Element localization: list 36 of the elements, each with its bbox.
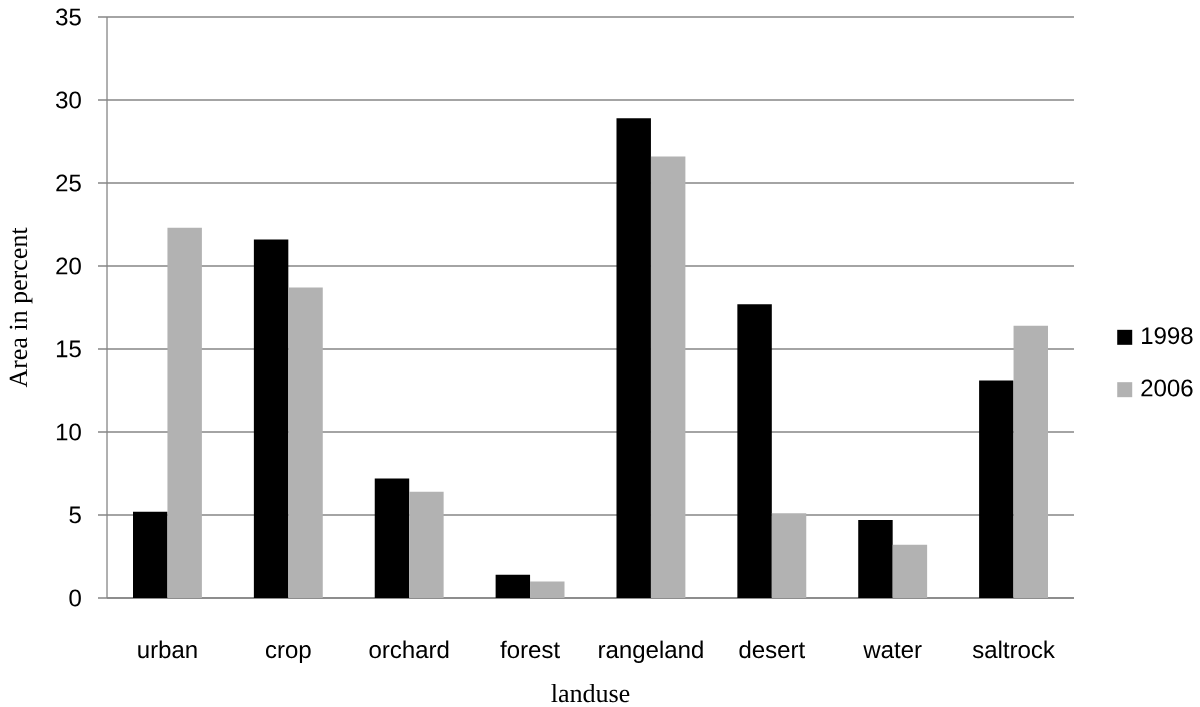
x-tick-label: forest: [500, 640, 560, 659]
x-tick-label: crop: [266, 645, 311, 663]
bar: [374, 478, 410, 598]
bar: [495, 574, 531, 598]
y-tick-label: 0: [69, 589, 81, 607]
bar: [650, 156, 686, 598]
legend-label: 1998: [1142, 327, 1193, 345]
bar: [409, 491, 444, 598]
bar: [858, 519, 893, 598]
bar: [167, 227, 202, 598]
x-axis-title: landuse: [551, 683, 630, 703]
legend-label: 2006: [1141, 379, 1193, 397]
y-tick-label: 35: [56, 8, 81, 26]
x-tick-label: desert: [739, 640, 805, 659]
y-tick-label: 20: [56, 257, 81, 275]
bar: [1013, 325, 1048, 598]
bar: [892, 544, 928, 598]
x-tick-label: urban: [138, 640, 197, 659]
bar: [979, 380, 1014, 598]
bar: [133, 511, 168, 598]
bar: [737, 304, 772, 598]
bar: [616, 118, 651, 598]
y-tick-label: 5: [69, 506, 81, 524]
x-tick-label: water: [863, 642, 922, 659]
y-tick-label: 10: [56, 423, 81, 441]
y-tick-label: 30: [56, 91, 81, 109]
y-axis-title: Area in percent: [9, 227, 33, 388]
x-tick-label: orchard: [369, 640, 449, 659]
bar: [771, 513, 807, 598]
x-tick-label: saltrock: [972, 640, 1055, 659]
bar: [530, 581, 565, 598]
bar: [253, 239, 289, 598]
bar: [288, 287, 323, 598]
y-tick-label: 25: [56, 174, 81, 192]
x-tick-label: rangeland: [599, 640, 703, 663]
y-tick-label: 15: [56, 340, 81, 358]
